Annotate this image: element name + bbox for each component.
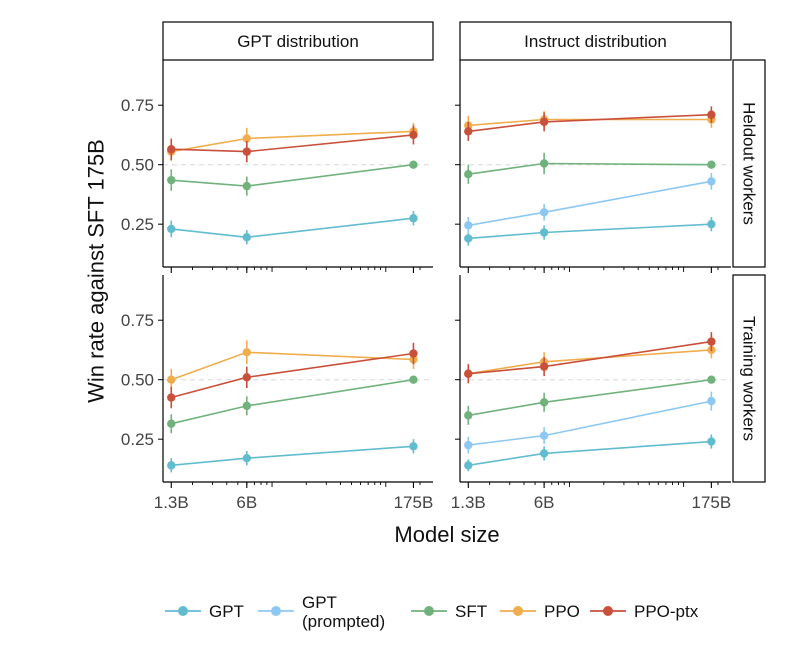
legend-marker [603, 606, 613, 616]
series-line [468, 400, 712, 446]
x-tick-label: 1.3B [154, 493, 189, 512]
x-tick-label: 6B [236, 493, 257, 512]
data-point [242, 401, 252, 411]
series-line [468, 340, 712, 375]
data-point [242, 454, 252, 463]
legend-label: GPT (prompted) [302, 593, 385, 631]
data-point [167, 224, 176, 234]
x-tick-label: 175B [394, 493, 434, 512]
data-point [167, 375, 176, 384]
data-point [707, 437, 716, 446]
data-point [167, 175, 176, 185]
series-line [171, 130, 414, 153]
x-axis-title: Model size [394, 522, 499, 547]
data-point [464, 440, 473, 450]
data-point [409, 375, 418, 384]
data-point [707, 177, 716, 186]
data-point [464, 461, 473, 470]
data-point [707, 219, 716, 229]
data-point [242, 147, 252, 156]
data-point [464, 234, 473, 243]
series-line [468, 223, 712, 240]
data-point [539, 362, 549, 371]
data-point [464, 221, 473, 230]
data-point [464, 411, 473, 420]
series-line [171, 378, 414, 425]
series-line [171, 445, 414, 467]
data-point [707, 375, 716, 384]
data-point [409, 349, 418, 358]
row-strip [732, 59, 766, 268]
x-tick-label: 1.3B [451, 493, 486, 512]
data-point [409, 214, 418, 223]
series-line [171, 351, 414, 381]
data-point [167, 461, 176, 470]
data-point [242, 348, 252, 357]
x-tick-label: 6B [534, 493, 555, 512]
y-tick-label: 0.50 [121, 371, 154, 390]
series-line [171, 134, 414, 153]
data-point [242, 233, 252, 242]
data-point [707, 337, 716, 346]
data-point [539, 431, 549, 440]
row-strip-label: Training workers [740, 316, 759, 441]
data-point [464, 127, 473, 136]
data-point [242, 181, 252, 191]
y-tick-label: 0.50 [121, 156, 154, 175]
column-strip-label: Instruct distribution [524, 32, 667, 51]
data-point [167, 393, 176, 402]
data-point [707, 160, 716, 169]
y-axis-title: Win rate against SFT 175B [84, 139, 109, 403]
data-point [707, 110, 716, 119]
y-tick-label: 0.25 [121, 430, 154, 449]
series-line [171, 217, 414, 239]
data-point [242, 134, 252, 143]
legend-label: PPO-ptx [634, 602, 699, 621]
column-strip-label: GPT distribution [237, 32, 359, 51]
data-point [409, 130, 418, 140]
row-strip [732, 274, 766, 483]
data-point [167, 419, 176, 428]
y-tick-label: 0.75 [121, 311, 154, 330]
legend-marker [513, 606, 523, 616]
data-point [539, 159, 549, 168]
data-point [464, 369, 473, 378]
legend-marker [271, 606, 281, 616]
data-point [409, 160, 418, 169]
data-point [167, 145, 176, 154]
data-point [539, 398, 549, 407]
data-point [539, 449, 549, 458]
series-line [468, 440, 712, 467]
series-line [468, 180, 712, 227]
row-strip-label: Heldout workers [740, 102, 759, 225]
data-point [242, 373, 252, 382]
x-tick-label: 175B [692, 493, 732, 512]
series-line [171, 163, 414, 187]
data-point [707, 396, 716, 406]
column-strip [459, 21, 732, 61]
series-line [171, 352, 414, 399]
series-line [468, 378, 712, 417]
data-point [539, 228, 549, 237]
legend-marker [178, 606, 188, 616]
legend-label: SFT [455, 602, 487, 621]
legend-marker [424, 606, 434, 616]
data-point [464, 170, 473, 179]
y-tick-label: 0.25 [121, 215, 154, 234]
data-point [409, 442, 418, 451]
y-tick-label: 0.75 [121, 96, 154, 115]
data-point [539, 208, 549, 217]
legend-label: GPT [209, 602, 244, 621]
legend-label: PPO [544, 602, 580, 621]
column-strip [162, 21, 434, 61]
data-point [539, 117, 549, 127]
